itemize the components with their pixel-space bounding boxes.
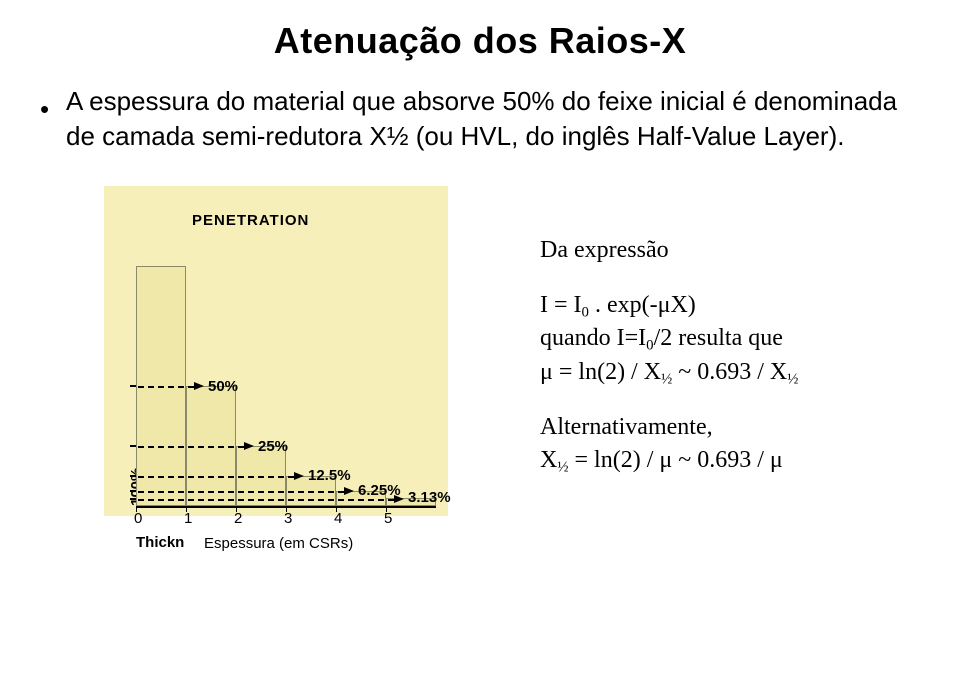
pct-25: 25% xyxy=(258,438,288,455)
penetration-label: PENETRATION xyxy=(192,212,309,229)
eq4-sub: ½ xyxy=(557,459,568,475)
slide-page: Atenuação dos Raios-X • A espessura do m… xyxy=(0,0,960,693)
page-title: Atenuação dos Raios-X xyxy=(40,20,920,62)
dash-12 xyxy=(138,476,294,478)
bullet-text: A espessura do material que absorve 50% … xyxy=(66,86,897,151)
eq4-a: X xyxy=(540,447,557,473)
arrow-6 xyxy=(344,487,354,495)
eq1-a: I = I xyxy=(540,292,582,318)
equations-heading: Da expressão xyxy=(540,234,960,266)
xtick-3: 3 xyxy=(284,510,292,527)
arrow-25 xyxy=(244,442,254,450)
xtick-2: 2 xyxy=(234,510,242,527)
x-espessura-label: Espessura (em CSRs) xyxy=(202,534,355,553)
pct-50: 50% xyxy=(208,378,238,395)
equations-alt: Alternativamente, X½ = ln(2) / μ ~ 0.693… xyxy=(540,411,960,477)
alt-heading: Alternativamente, xyxy=(540,411,960,443)
xtm-4 xyxy=(336,506,337,512)
eq-line-4: X½ = ln(2) / μ ~ 0.693 / μ xyxy=(540,444,960,478)
xtm-1 xyxy=(186,506,187,512)
ytick-6 xyxy=(130,490,136,492)
eq-line-2: quando I=I0/2 resulta que xyxy=(540,322,960,356)
ytick-25 xyxy=(130,445,136,447)
eq3-a-sub: ½ xyxy=(661,371,672,387)
xtick-1: 1 xyxy=(184,510,192,527)
eq1-b: . exp(-μX) xyxy=(589,292,696,318)
lower-region: 100% PENETRATION xyxy=(40,172,920,612)
ytick-50 xyxy=(130,385,136,387)
xtm-5 xyxy=(386,506,387,512)
dash-50 xyxy=(138,386,194,388)
pct-12: 12.5% xyxy=(308,467,351,484)
arrow-12 xyxy=(294,472,304,480)
equations-main: I = I0 . exp(-μX) quando I=I0/2 resulta … xyxy=(540,289,960,390)
eq-line-1: I = I0 . exp(-μX) xyxy=(540,289,960,323)
xtick-0: 0 xyxy=(134,510,142,527)
xtick-5: 5 xyxy=(384,510,392,527)
eq3-b-sub: ½ xyxy=(787,371,798,387)
eq1-sub: 0 xyxy=(582,304,589,320)
xtm-0 xyxy=(136,506,137,512)
xtick-4: 4 xyxy=(334,510,342,527)
eq2-sub: 0 xyxy=(646,338,653,354)
eq3-a: μ = ln(2) / X xyxy=(540,359,661,385)
eq2-a: quando I=I xyxy=(540,325,646,351)
eq3-b: ~ 0.693 / X xyxy=(672,359,787,385)
pct-6: 6.25% xyxy=(358,482,401,499)
pct-3: 3.13% xyxy=(408,489,451,506)
bullet-paragraph: • A espessura do material que absorve 50… xyxy=(40,84,920,154)
eq-line-3: μ = ln(2) / X½ ~ 0.693 / X½ xyxy=(540,356,960,390)
eq4-b: = ln(2) / μ ~ 0.693 / μ xyxy=(569,447,783,473)
xtm-3 xyxy=(286,506,287,512)
bullet-dot-icon: • xyxy=(40,92,49,127)
arrow-50 xyxy=(194,382,204,390)
equations-block: Da expressão I = I0 . exp(-μX) quando I=… xyxy=(540,234,960,499)
dash-3 xyxy=(138,499,394,501)
xtm-2 xyxy=(236,506,237,512)
ytick-3 xyxy=(130,498,136,500)
ytick-12 xyxy=(130,475,136,477)
dash-25 xyxy=(138,446,244,448)
dash-6 xyxy=(138,491,344,493)
x-thickn-label: Thickn xyxy=(136,534,184,551)
eq2-b: /2 resulta que xyxy=(654,325,783,351)
penetration-chart: 100% PENETRATION xyxy=(76,182,476,582)
